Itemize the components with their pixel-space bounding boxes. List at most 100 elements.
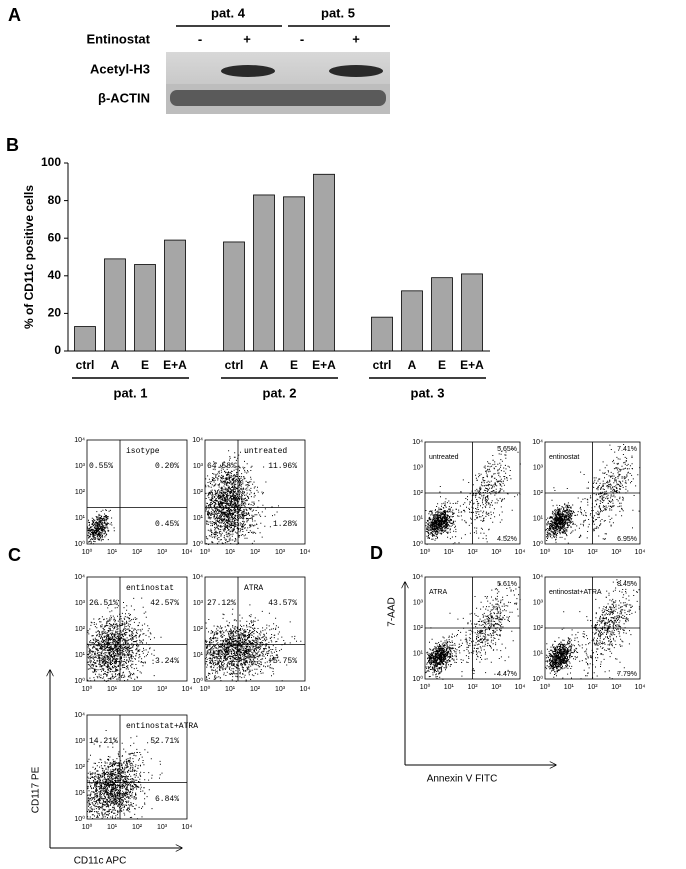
quadrant-percent: 4.47%: [497, 671, 517, 678]
blot-band: [221, 65, 275, 77]
y-tick-label: 10⁴: [74, 437, 85, 444]
panel-label: B: [6, 135, 19, 155]
axis-label: 7-AAD: [387, 597, 398, 626]
x-tick-label: 10⁴: [300, 549, 311, 556]
y-tick-label: 10¹: [75, 515, 86, 522]
y-tick-label: 10⁴: [74, 574, 85, 581]
x-tick-label: 10¹: [107, 549, 118, 556]
bar: [223, 241, 245, 352]
y-tick-label: 60: [48, 230, 62, 244]
x-tick-label: 10²: [587, 684, 598, 691]
x-tick-label: 10⁴: [635, 549, 646, 556]
x-tick-label: 10¹: [107, 824, 118, 831]
x-tick-label: 10³: [275, 549, 286, 556]
quadrant-percent: 26.51%: [89, 599, 118, 608]
y-tick-label: 10²: [193, 626, 204, 633]
x-tick-label: ctrl: [225, 358, 244, 372]
x-tick-label: 10²: [132, 549, 143, 556]
x-tick-label: 10⁰: [82, 823, 93, 831]
bar: [164, 239, 186, 352]
y-tick-label: 10²: [193, 489, 204, 496]
x-tick-label: 10³: [157, 686, 168, 693]
y-tick-label: 10³: [533, 464, 544, 471]
y-tick-label: 10⁴: [74, 712, 85, 719]
axis-label: CD11c APC: [74, 856, 127, 867]
plot-frame: [86, 439, 188, 545]
x-tick-label: 10¹: [225, 549, 236, 556]
x-tick-label: 10⁴: [515, 684, 526, 691]
x-tick-label: 10⁴: [182, 824, 193, 831]
y-tick-label: 10¹: [413, 515, 424, 522]
y-tick-label: 10⁰: [412, 675, 423, 683]
blot-band: [329, 65, 383, 77]
y-tick-label: 20: [48, 306, 62, 320]
y-tick-label: 10²: [413, 490, 424, 497]
y-tick-label: 10¹: [533, 515, 544, 522]
x-tick-label: 10¹: [444, 684, 455, 691]
x-tick-label: 10⁴: [182, 686, 193, 693]
quadrant-percent: 6.84%: [155, 795, 179, 804]
quadrant-percent: 4.52%: [497, 536, 517, 543]
x-tick-label: 10⁴: [300, 686, 311, 693]
x-tick-label: 10³: [611, 549, 622, 556]
axis-label: Annexin V FITC: [427, 774, 498, 785]
event-cloud: [545, 444, 641, 544]
x-tick-label: 10⁰: [420, 683, 431, 691]
patient-label: pat. 4: [211, 5, 246, 20]
y-tick-label: 80: [48, 193, 62, 207]
y-tick-label: 10⁰: [74, 677, 85, 685]
lane-label: -: [198, 31, 202, 46]
x-tick-label: ctrl: [373, 358, 392, 372]
plot-label: isotype: [126, 447, 160, 456]
y-tick-label: 100: [41, 155, 61, 169]
blot-row-label: Acetyl-H3: [90, 61, 150, 76]
y-tick-label: 10²: [533, 490, 544, 497]
quadrant-percent: 1.28%: [273, 520, 297, 529]
y-tick-label: 10⁴: [412, 439, 423, 446]
quadrant-percent: 0.45%: [155, 520, 179, 529]
bar: [431, 277, 453, 352]
y-tick-label: 10³: [75, 463, 86, 470]
x-tick-label: E+A: [312, 358, 336, 372]
event-cloud: [87, 730, 163, 820]
y-tick-label: 10²: [75, 626, 86, 633]
x-tick-label: 10²: [587, 549, 598, 556]
event-cloud: [205, 604, 302, 682]
bar: [461, 273, 483, 352]
bar: [371, 316, 393, 352]
y-tick-label: 0: [54, 343, 61, 357]
blot-band: [170, 90, 386, 106]
x-tick-label: 10⁰: [540, 548, 551, 556]
y-tick-label: 10¹: [193, 515, 204, 522]
y-tick-label: 10⁴: [532, 574, 543, 581]
y-tick-label: 10³: [75, 738, 86, 745]
x-tick-label: 10²: [467, 549, 478, 556]
plot-label: entinostat+ATRA: [549, 589, 602, 596]
x-tick-label: 10³: [157, 824, 168, 831]
quadrant-percent: 3.24%: [155, 657, 179, 666]
group-label: pat. 3: [411, 385, 445, 400]
event-cloud: [425, 446, 521, 545]
event-cloud: [425, 582, 521, 680]
x-tick-label: E+A: [460, 358, 484, 372]
x-tick-label: 10²: [467, 684, 478, 691]
plot-label: entinostat: [126, 584, 174, 593]
x-tick-label: 10⁰: [200, 685, 211, 693]
treatment-label: Entinostat: [86, 31, 150, 46]
y-tick-label: 10⁰: [532, 540, 543, 548]
bar: [104, 258, 126, 352]
y-tick-label: 10¹: [193, 652, 204, 659]
lane-label: +: [243, 31, 251, 46]
y-tick-label: 10⁴: [192, 437, 203, 444]
x-tick-label: 10³: [275, 686, 286, 693]
y-tick-label: 10³: [413, 464, 424, 471]
x-tick-label: 10²: [132, 686, 143, 693]
x-tick-label: 10⁰: [82, 685, 93, 693]
bar: [313, 173, 335, 352]
y-tick-label: 10²: [413, 625, 424, 632]
x-tick-label: 10³: [157, 549, 168, 556]
quadrant-percent: 0.55%: [89, 462, 113, 471]
x-tick-label: E: [438, 358, 446, 372]
x-tick-label: 10²: [250, 686, 261, 693]
